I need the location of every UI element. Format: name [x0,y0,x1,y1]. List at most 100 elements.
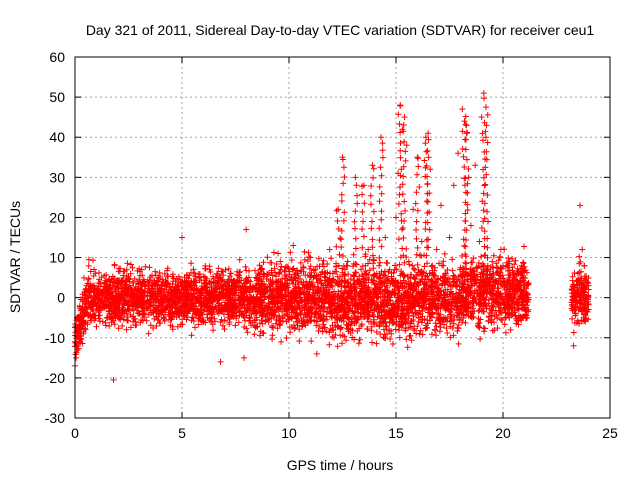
data-point [446,234,453,241]
data-point [579,246,586,253]
spike-point [423,162,430,169]
data-point [514,270,521,277]
spike-point [370,208,377,215]
x-tick-label: 0 [71,425,79,441]
spike-point [421,157,428,164]
spike-point [424,180,431,187]
spike-point [396,191,403,198]
spike-point [378,216,385,223]
spike-point [413,218,420,225]
spike-point [425,244,432,251]
plot-frame [74,56,611,419]
spike-point [333,243,340,250]
spike-point [400,121,407,128]
spike-point [481,228,488,235]
data-point [320,282,327,289]
data-point [264,286,271,293]
spike-point [414,171,421,178]
spike-point [370,260,377,267]
data-point [352,174,359,181]
spike-point [426,226,433,233]
data-point [78,306,85,313]
spike-point [333,268,340,275]
spike-point [484,244,491,251]
spike-point [483,272,490,279]
spike-point [403,254,410,261]
data-point [73,354,80,361]
data-point [104,314,111,321]
y-tick-label: -20 [45,370,65,386]
spike-point [464,129,471,136]
spike-point [480,137,487,144]
data-point [390,318,397,325]
spike-point [335,226,342,233]
data-point [142,282,149,289]
data-point [382,234,389,241]
data-point [296,302,303,309]
data-point [442,270,449,277]
data-point [149,302,156,309]
data-point [572,310,579,317]
data-point [480,90,487,97]
spike-point [353,182,360,189]
spike-point [376,259,383,266]
data-point [223,282,230,289]
spike-point [338,191,345,198]
spike-point [413,226,420,233]
y-tick-label: 30 [49,169,65,185]
spike-point [335,262,342,269]
spike-point [359,272,366,279]
data-point [290,242,297,249]
spike-point [338,236,345,243]
spike-point [339,252,346,259]
spike-point [402,207,409,214]
data-points [72,90,592,383]
spike-point [484,139,491,146]
data-point [168,286,175,293]
spike-point [461,164,468,171]
spike-point [415,155,422,162]
spike-point [397,154,404,161]
spike-point [360,218,367,225]
spike-point [422,140,429,147]
spike-point [424,173,431,180]
spike-point [401,217,408,224]
spike-point [379,140,386,147]
data-point [326,246,333,253]
data-point [478,114,485,121]
data-point [179,234,185,241]
data-point [155,274,162,281]
data-point [472,162,479,169]
spike-point [481,263,488,270]
x-tick-label: 25 [602,425,618,441]
data-point [401,114,408,121]
data-point [414,154,421,161]
spike-point [462,243,469,250]
data-point [450,182,457,189]
spike-point [333,207,340,214]
data-point [89,282,96,289]
spike-point [463,122,470,129]
data-point [463,130,470,137]
spike-point [413,235,420,242]
y-axis-label: SDTVAR / TECUs [7,201,23,313]
spike-point [334,218,341,225]
spike-point [415,163,422,170]
spike-point [465,165,472,172]
data-point [482,134,489,141]
data-point [433,246,440,253]
spike-point [412,200,419,207]
spike-point [370,174,377,181]
spike-point [402,148,409,155]
data-point [581,262,588,269]
data-point [84,310,91,317]
data-point [461,118,468,125]
spike-point [378,268,385,275]
spike-point [413,189,420,196]
spike-point [481,243,488,250]
spike-point [462,253,469,260]
spike-point [352,245,359,252]
spike-point [368,225,375,232]
spike-point [400,234,407,241]
